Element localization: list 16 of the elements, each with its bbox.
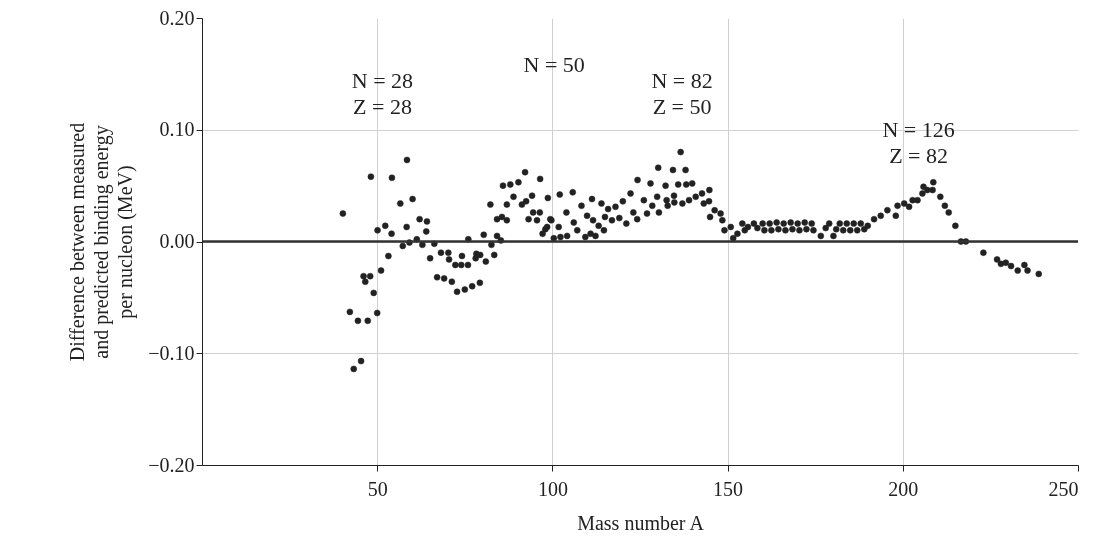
annotation: N = 50 [523, 51, 585, 77]
y-tick-label: 0.00 [159, 230, 195, 252]
x-tick-label: 250 [1048, 477, 1079, 500]
y-axis-title: Difference between measured and predicted binding energy per nucleon (MeV) [66, 122, 138, 362]
annotation: N = 126 Z = 82 [882, 116, 955, 168]
annotation: N = 82 Z = 50 [651, 67, 713, 119]
x-tick-label: 50 [367, 477, 388, 500]
x-tick-label: 200 [888, 477, 919, 500]
x-tick-label: 150 [713, 477, 744, 500]
annotation: N = 28 Z = 28 [351, 67, 414, 119]
y-tick-label: 0.10 [159, 118, 195, 141]
y-tick-label: 0.20 [159, 6, 195, 29]
x-axis-title: Mass number A [577, 511, 705, 534]
y-tick-label: −0.10 [148, 341, 195, 364]
x-tick-label: 100 [537, 477, 568, 500]
y-tick-label: −0.20 [148, 453, 195, 476]
